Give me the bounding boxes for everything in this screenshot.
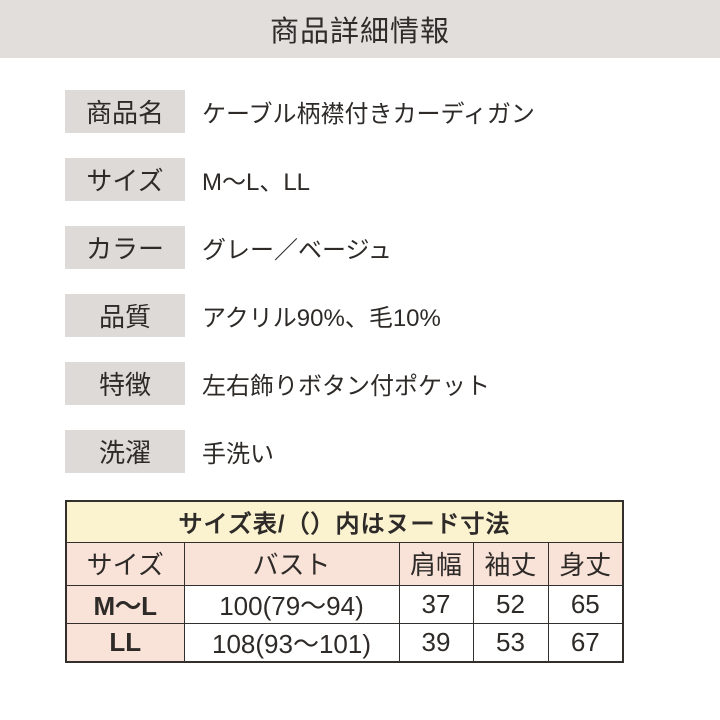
- table-row-ml: M〜L 100(79〜94) 37 52 65: [65, 584, 624, 624]
- cell-bust: 108(93〜101): [183, 622, 400, 662]
- detail-value: M〜L、LL: [202, 169, 311, 196]
- detail-row-feature: 特徴 左右飾りボタン付ポケット: [65, 362, 720, 405]
- detail-value: 手洗い: [202, 441, 274, 468]
- detail-label: サイズ: [65, 158, 185, 201]
- detail-label: カラー: [65, 226, 185, 269]
- size-table-header-row: サイズ バスト 肩幅 袖丈 身丈: [65, 541, 624, 586]
- detail-label: 品質: [65, 294, 185, 337]
- column-header-length: 身丈: [547, 541, 624, 586]
- cell-length: 65: [547, 584, 624, 624]
- detail-row-color: カラー グレー／ベージュ: [65, 226, 720, 269]
- cell-length: 67: [547, 622, 624, 662]
- detail-value: ケーブル柄襟付きカーディガン: [202, 101, 535, 128]
- cell-size: LL: [65, 622, 185, 662]
- size-table: サイズ表/（）内はヌード寸法 サイズ バスト 肩幅 袖丈 身丈 M〜L 100(…: [65, 500, 625, 663]
- product-details: 商品名 ケーブル柄襟付きカーディガン サイズ M〜L、LL カラー グレー／ベー…: [65, 90, 720, 473]
- column-header-sleeve: 袖丈: [472, 541, 549, 586]
- cell-size: M〜L: [65, 584, 185, 624]
- table-row-ll: LL 108(93〜101) 39 53 67: [65, 622, 624, 662]
- cell-sleeve: 53: [472, 622, 549, 662]
- column-header-shoulder: 肩幅: [398, 541, 474, 586]
- cell-bust: 100(79〜94): [183, 584, 400, 624]
- detail-value: アクリル90%、毛10%: [202, 305, 441, 332]
- size-table-caption: サイズ表/（）内はヌード寸法: [65, 500, 624, 543]
- page-title: 商品詳細情報: [0, 0, 720, 58]
- detail-row-size: サイズ M〜L、LL: [65, 158, 720, 201]
- size-table-caption-row: サイズ表/（）内はヌード寸法: [65, 500, 624, 543]
- detail-row-washing: 洗濯 手洗い: [65, 430, 720, 473]
- detail-value: 左右飾りボタン付ポケット: [202, 373, 490, 400]
- detail-label: 洗濯: [65, 430, 185, 473]
- detail-row-product-name: 商品名 ケーブル柄襟付きカーディガン: [65, 90, 720, 133]
- detail-value: グレー／ベージュ: [202, 237, 392, 264]
- detail-label: 商品名: [65, 90, 185, 133]
- detail-row-quality: 品質 アクリル90%、毛10%: [65, 294, 720, 337]
- cell-shoulder: 37: [398, 584, 474, 624]
- column-header-size: サイズ: [65, 541, 185, 586]
- cell-shoulder: 39: [398, 622, 474, 662]
- column-header-bust: バスト: [183, 541, 400, 586]
- cell-sleeve: 52: [472, 584, 549, 624]
- detail-label: 特徴: [65, 362, 185, 405]
